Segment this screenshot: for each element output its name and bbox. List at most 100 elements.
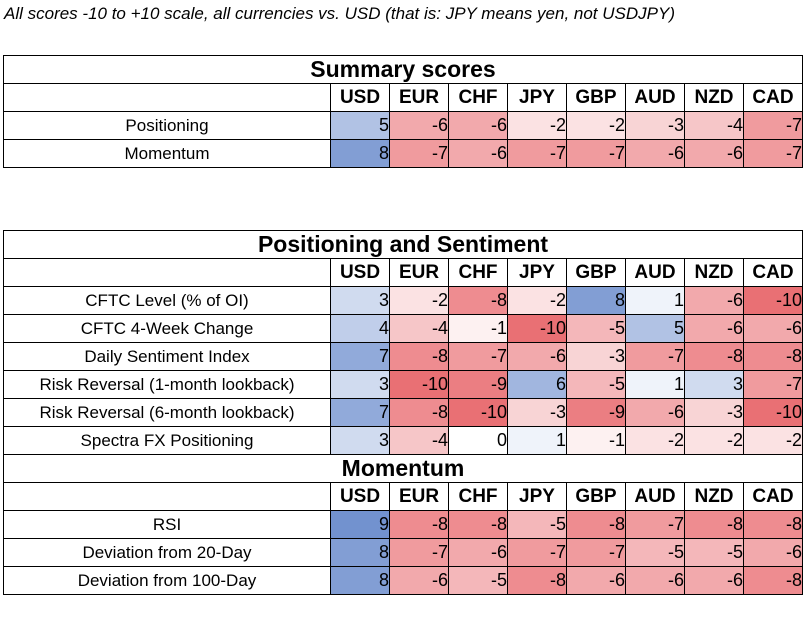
score-row: Deviation from 20-Day 8 -7 -6 -7 -7 -5 -5 -6 <box>3 538 803 567</box>
score-cell-usd: 7 <box>330 398 390 427</box>
currency-header-usd: USD <box>330 482 390 511</box>
score-row: Risk Reversal (1-month lookback) 3 -10 -9 6-… <box>3 370 803 399</box>
score-cell-aud: -6 <box>625 398 685 427</box>
score-cell-jpy: -10 <box>507 314 567 343</box>
score-cell-usd: 9 <box>330 510 390 539</box>
score-cell-aud: -3 <box>625 111 685 140</box>
score-cell-cad: -6 <box>743 314 803 343</box>
score-cell-jpy: -2 <box>507 286 567 315</box>
score-row: Deviation from 100-Day 8 -6 -5 -8 -6 -6 -6 -8 <box>3 566 803 595</box>
currency-header-gbp: GBP <box>566 83 626 112</box>
positioning-title-row: Positioning and Sentiment <box>3 230 803 259</box>
summary-title: Summary scores <box>3 55 803 84</box>
row-label: Positioning <box>3 111 331 140</box>
score-cell-nzd: -6 <box>684 139 744 168</box>
header-blank-cell <box>3 482 331 511</box>
currency-header-nzd: NZD <box>684 258 744 287</box>
row-label: Deviation from 20-Day <box>3 538 331 567</box>
score-cell-usd: 5 <box>330 111 390 140</box>
score-cell-chf: -9 <box>448 370 508 399</box>
score-cell-aud: -7 <box>625 342 685 371</box>
currency-header-gbp: GBP <box>566 482 626 511</box>
summary-title-row: Summary scores <box>3 55 803 84</box>
score-cell-aud: -6 <box>625 566 685 595</box>
score-cell-chf: -10 <box>448 398 508 427</box>
score-cell-chf: -6 <box>448 139 508 168</box>
score-cell-gbp: -5 <box>566 370 626 399</box>
currency-header-aud: AUD <box>625 482 685 511</box>
score-cell-nzd: -6 <box>684 314 744 343</box>
score-row: CFTC 4-Week Change 4 -4 -1 -10 -5 5 -6 -6 <box>3 314 803 343</box>
row-label: CFTC Level (% of OI) <box>3 286 331 315</box>
score-cell-cad: -8 <box>743 342 803 371</box>
score-cell-usd: 3 <box>330 370 390 399</box>
score-cell-aud: -6 <box>625 139 685 168</box>
score-cell-cad: -10 <box>743 398 803 427</box>
score-cell-cad: -7 <box>743 370 803 399</box>
summary-header-row: USD EUR CHF JPY GBP AUD NZD CAD <box>3 83 803 112</box>
score-cell-jpy: 1 <box>507 426 567 455</box>
score-cell-chf: 0 <box>448 426 508 455</box>
score-cell-nzd: -8 <box>684 510 744 539</box>
score-cell-chf: -7 <box>448 342 508 371</box>
score-cell-jpy: -7 <box>507 538 567 567</box>
score-cell-chf: -6 <box>448 111 508 140</box>
currency-header-chf: CHF <box>448 258 508 287</box>
score-cell-usd: 3 <box>330 286 390 315</box>
score-cell-aud: 1 <box>625 286 685 315</box>
positioning-title: Positioning and Sentiment <box>3 230 803 259</box>
row-label: Deviation from 100-Day <box>3 566 331 595</box>
score-cell-jpy: -7 <box>507 139 567 168</box>
score-cell-nzd: -6 <box>684 286 744 315</box>
currency-header-cad: CAD <box>743 258 803 287</box>
score-cell-eur: -8 <box>389 510 449 539</box>
score-cell-usd: 3 <box>330 426 390 455</box>
score-cell-chf: -1 <box>448 314 508 343</box>
currency-header-cad: CAD <box>743 83 803 112</box>
score-cell-jpy: -5 <box>507 510 567 539</box>
momentum-title: Momentum <box>3 454 803 483</box>
row-label: Daily Sentiment Index <box>3 342 331 371</box>
momentum-header-row: USD EUR CHF JPY GBP AUD NZD CAD <box>3 482 803 511</box>
score-cell-cad: -6 <box>743 538 803 567</box>
score-row: Daily Sentiment Index 7 -8 -7 -6 -3 -7 -8 -8 <box>3 342 803 371</box>
score-cell-jpy: -3 <box>507 398 567 427</box>
score-cell-eur: -4 <box>389 314 449 343</box>
score-cell-usd: 8 <box>330 139 390 168</box>
score-cell-eur: -6 <box>389 566 449 595</box>
score-cell-usd: 7 <box>330 342 390 371</box>
score-cell-chf: -6 <box>448 538 508 567</box>
score-cell-gbp: -7 <box>566 538 626 567</box>
score-cell-gbp: -6 <box>566 566 626 595</box>
score-cell-usd: 8 <box>330 538 390 567</box>
currency-header-jpy: JPY <box>507 83 567 112</box>
score-row: Spectra FX Positioning 3 -4 0 1 -1 -2 -2 -2 <box>3 426 803 455</box>
score-cell-aud: -7 <box>625 510 685 539</box>
score-cell-jpy: 6 <box>507 370 567 399</box>
score-row: RSI 9 -8 -8 -5 -8 -7 -8 -8 <box>3 510 803 539</box>
header-blank-cell <box>3 83 331 112</box>
score-cell-nzd: -5 <box>684 538 744 567</box>
score-cell-eur: -7 <box>389 538 449 567</box>
score-cell-chf: -8 <box>448 510 508 539</box>
score-cell-chf: -8 <box>448 286 508 315</box>
row-label: RSI <box>3 510 331 539</box>
score-cell-nzd: -8 <box>684 342 744 371</box>
row-label: CFTC 4-Week Change <box>3 314 331 343</box>
score-cell-cad: -7 <box>743 139 803 168</box>
score-cell-jpy: -8 <box>507 566 567 595</box>
currency-header-gbp: GBP <box>566 258 626 287</box>
momentum-title-row: Momentum <box>3 454 803 483</box>
score-row: Risk Reversal (6-month lookback) 7 -8 -10 -3… <box>3 398 803 427</box>
score-cell-gbp: -8 <box>566 510 626 539</box>
score-cell-nzd: -4 <box>684 111 744 140</box>
score-cell-eur: -7 <box>389 139 449 168</box>
row-label: Momentum <box>3 139 331 168</box>
scale-note: All scores -10 to +10 scale, all currenc… <box>4 4 675 23</box>
score-cell-eur: -4 <box>389 426 449 455</box>
details-table: Positioning and Sentiment USD EUR CHF JPY GBP… <box>3 230 803 595</box>
currency-header-aud: AUD <box>625 83 685 112</box>
currency-header-cad: CAD <box>743 482 803 511</box>
row-label: Spectra FX Positioning <box>3 426 331 455</box>
currency-header-jpy: JPY <box>507 258 567 287</box>
